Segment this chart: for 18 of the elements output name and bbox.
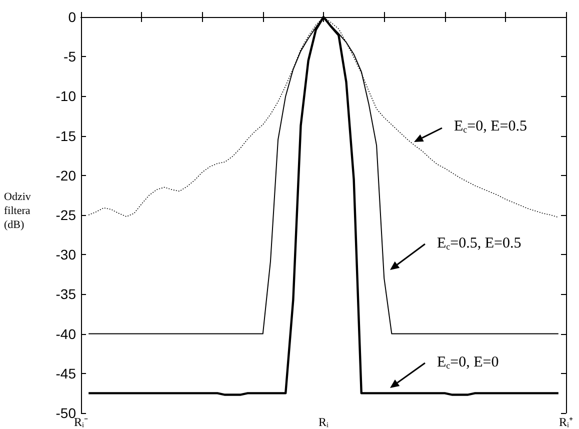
y-tick-label: -35 — [56, 286, 76, 302]
y-tick-label: -5 — [64, 48, 76, 65]
y-axis-title: Odziv filtera (dB) — [4, 191, 34, 231]
annotation: Ec=0.5, E=0.5 — [437, 236, 522, 252]
y-tick-label: -10 — [56, 88, 76, 104]
annotation: Ec=0, E=0.5 — [454, 118, 527, 134]
y-tick-label: -25 — [56, 207, 76, 223]
x-tick-label: Rᵢ — [318, 415, 329, 429]
annotation: Ec=0, E=0 — [437, 354, 499, 370]
y-tick-label: -40 — [56, 326, 76, 342]
y-tick-label: -15 — [56, 128, 76, 144]
y-tick-label: -50 — [56, 405, 76, 421]
y-tick-label: -30 — [56, 246, 76, 263]
x-tick-label: Rᵢ⁻ — [74, 415, 88, 429]
y-tick-label: 0 — [68, 9, 76, 25]
x-tick-label: Rᵢ⁺ — [559, 415, 573, 429]
y-tick-label: -20 — [56, 167, 76, 184]
y-tick-label: -45 — [56, 365, 76, 382]
